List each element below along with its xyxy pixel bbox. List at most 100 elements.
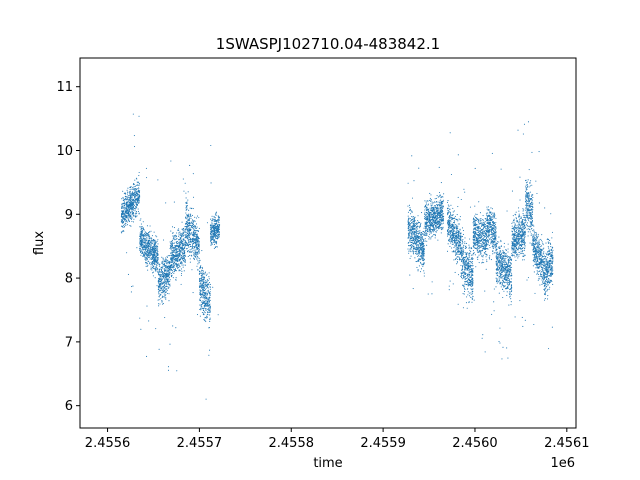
data-point	[155, 262, 157, 264]
data-point	[132, 194, 134, 196]
data-point	[424, 209, 426, 211]
data-point	[452, 214, 454, 216]
data-point	[156, 236, 158, 238]
data-point	[467, 291, 469, 293]
data-point	[441, 218, 443, 220]
data-point	[162, 239, 165, 241]
data-point	[157, 250, 159, 253]
data-point	[436, 216, 439, 218]
data-point	[199, 286, 201, 289]
data-point	[145, 238, 147, 240]
data-point	[167, 255, 169, 257]
data-point	[430, 222, 432, 224]
data-point	[171, 232, 174, 234]
data-point	[216, 221, 218, 223]
data-point	[410, 239, 412, 242]
data-point	[440, 197, 442, 199]
data-point	[159, 285, 161, 288]
data-point	[169, 241, 171, 243]
data-point	[437, 214, 439, 216]
data-point	[411, 229, 413, 231]
data-point	[148, 231, 150, 233]
data-point	[171, 243, 173, 246]
data-point	[138, 192, 141, 194]
data-point	[133, 183, 135, 185]
data-point	[171, 270, 173, 272]
data-point	[144, 250, 146, 252]
data-point	[158, 270, 160, 272]
data-point	[441, 200, 443, 202]
data-point	[447, 214, 449, 216]
data-point	[452, 237, 454, 239]
data-point	[200, 306, 202, 308]
data-point	[131, 206, 133, 208]
data-point	[207, 305, 209, 307]
data-point	[427, 220, 430, 223]
data-point	[155, 247, 157, 250]
data-point	[408, 218, 410, 220]
data-point	[157, 253, 159, 255]
data-point	[196, 226, 198, 228]
data-point	[185, 217, 187, 219]
data-point	[182, 246, 184, 248]
data-point	[134, 193, 136, 196]
data-point	[218, 218, 220, 220]
data-point	[174, 256, 176, 258]
data-point	[439, 222, 441, 224]
data-point	[192, 228, 194, 230]
data-point	[422, 251, 424, 254]
data-point	[167, 272, 169, 274]
data-point	[163, 293, 165, 295]
data-point	[197, 268, 199, 270]
data-point	[187, 191, 189, 193]
data-point	[150, 250, 152, 252]
data-point	[157, 272, 159, 274]
data-point	[146, 244, 148, 246]
data-point	[208, 327, 210, 329]
data-point	[426, 232, 428, 234]
data-point	[136, 188, 138, 190]
data-point	[196, 313, 199, 316]
data-point	[210, 231, 212, 233]
data-point	[170, 160, 172, 162]
data-point	[204, 292, 206, 294]
data-point	[166, 260, 168, 262]
data-point	[420, 222, 422, 224]
data-point	[189, 234, 191, 236]
data-point	[178, 242, 180, 244]
data-point	[140, 228, 143, 230]
data-point	[151, 262, 153, 264]
chart-title: 1SWASPJ102710.04-483842.1	[216, 35, 440, 53]
data-point	[194, 251, 196, 253]
data-point	[414, 239, 417, 241]
data-point	[423, 272, 425, 274]
data-point	[456, 252, 458, 254]
data-point	[412, 253, 414, 255]
data-point	[453, 236, 455, 238]
data-point	[185, 255, 187, 257]
data-point	[417, 255, 419, 257]
data-point	[422, 245, 424, 248]
data-point	[167, 282, 169, 284]
data-point	[430, 236, 432, 238]
data-point	[452, 250, 454, 252]
data-point	[453, 247, 455, 249]
data-point	[179, 252, 181, 254]
data-point	[157, 263, 159, 265]
data-point	[167, 366, 170, 368]
data-point	[157, 246, 159, 248]
data-point	[417, 252, 419, 254]
data-point	[429, 207, 431, 209]
data-point	[133, 192, 135, 194]
data-point	[459, 228, 461, 230]
data-point	[193, 220, 195, 222]
data-point	[429, 231, 431, 233]
data-point	[125, 212, 127, 214]
data-point	[183, 228, 185, 230]
data-point	[205, 321, 207, 323]
data-point	[449, 225, 451, 227]
data-point	[138, 213, 140, 215]
data-point	[149, 244, 151, 246]
data-point	[215, 231, 217, 234]
data-point	[456, 229, 458, 231]
